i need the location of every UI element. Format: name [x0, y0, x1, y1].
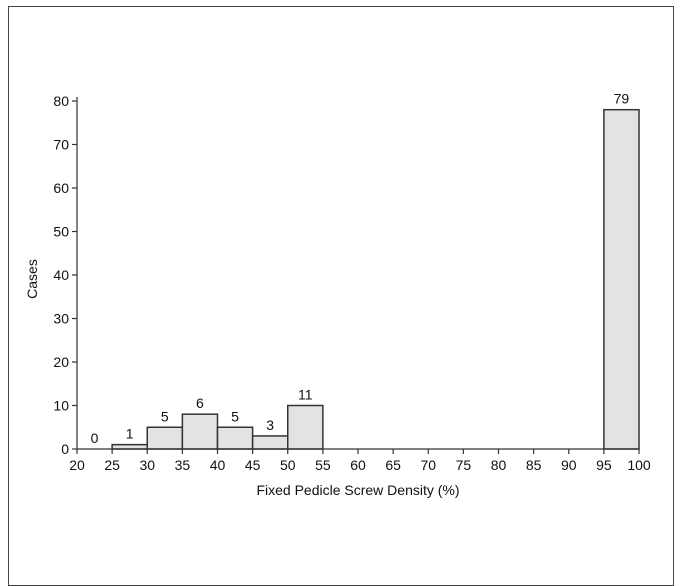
figure-frame: 0 1 5 6 5 3 11 79 0 10 20 30 40 50 60 70 80 20 25 30 35 40 45 5…	[8, 6, 674, 586]
histogram-bar-30-35	[146, 426, 184, 450]
x-tick-label-20: 20	[69, 457, 85, 473]
histogram-bar-35-40	[181, 413, 219, 450]
histogram-bar-50-55	[287, 404, 324, 450]
data-label-45-50: 3	[266, 417, 274, 433]
x-axis-title: Fixed Pedicle Screw Density (%)	[256, 482, 459, 498]
y-tick-label-60: 60	[53, 180, 69, 196]
x-tick-label-90: 90	[561, 457, 577, 473]
y-tick-label-50: 50	[53, 224, 69, 240]
x-tick-label-85: 85	[526, 457, 542, 473]
histogram-bar-45-50	[251, 435, 289, 450]
y-tick-label-70: 70	[53, 137, 69, 153]
histogram-bar-95-100	[603, 108, 640, 450]
x-tick-label-40: 40	[210, 457, 226, 473]
x-tick-label-75: 75	[456, 457, 472, 473]
x-tick-label-100: 100	[627, 457, 651, 473]
y-tick-label-10: 10	[53, 398, 69, 414]
histogram-bar-40-45	[216, 426, 254, 450]
y-tick-label-20: 20	[53, 354, 69, 370]
data-label-30-35: 5	[161, 408, 169, 424]
y-tick-label-80: 80	[53, 93, 69, 109]
x-tick-label-60: 60	[350, 457, 366, 473]
x-tick-label-30: 30	[139, 457, 155, 473]
x-tick-label-95: 95	[596, 457, 612, 473]
data-label-25-30: 1	[126, 426, 134, 442]
y-axis-title: Cases	[24, 259, 40, 299]
y-tick-label-30: 30	[53, 311, 69, 327]
histogram-bar-25-30	[111, 443, 148, 450]
axes-group	[72, 97, 640, 454]
y-tick-label-0: 0	[61, 441, 69, 457]
x-tick-label-65: 65	[385, 457, 401, 473]
x-tick-label-25: 25	[104, 457, 120, 473]
x-tick-label-35: 35	[175, 457, 191, 473]
x-tick-label-55: 55	[315, 457, 331, 473]
x-tick-label-45: 45	[245, 457, 261, 473]
x-tick-label-70: 70	[420, 457, 436, 473]
data-label-50-55: 11	[298, 387, 313, 403]
y-tick-label-40: 40	[53, 267, 69, 283]
bars-group	[111, 108, 640, 450]
data-label-40-45: 5	[231, 408, 239, 424]
x-tick-label-50: 50	[280, 457, 296, 473]
data-label-95-100: 79	[614, 91, 630, 107]
x-tick-label-80: 80	[491, 457, 507, 473]
data-label-20-25: 0	[91, 430, 99, 446]
data-label-35-40: 6	[196, 395, 204, 411]
